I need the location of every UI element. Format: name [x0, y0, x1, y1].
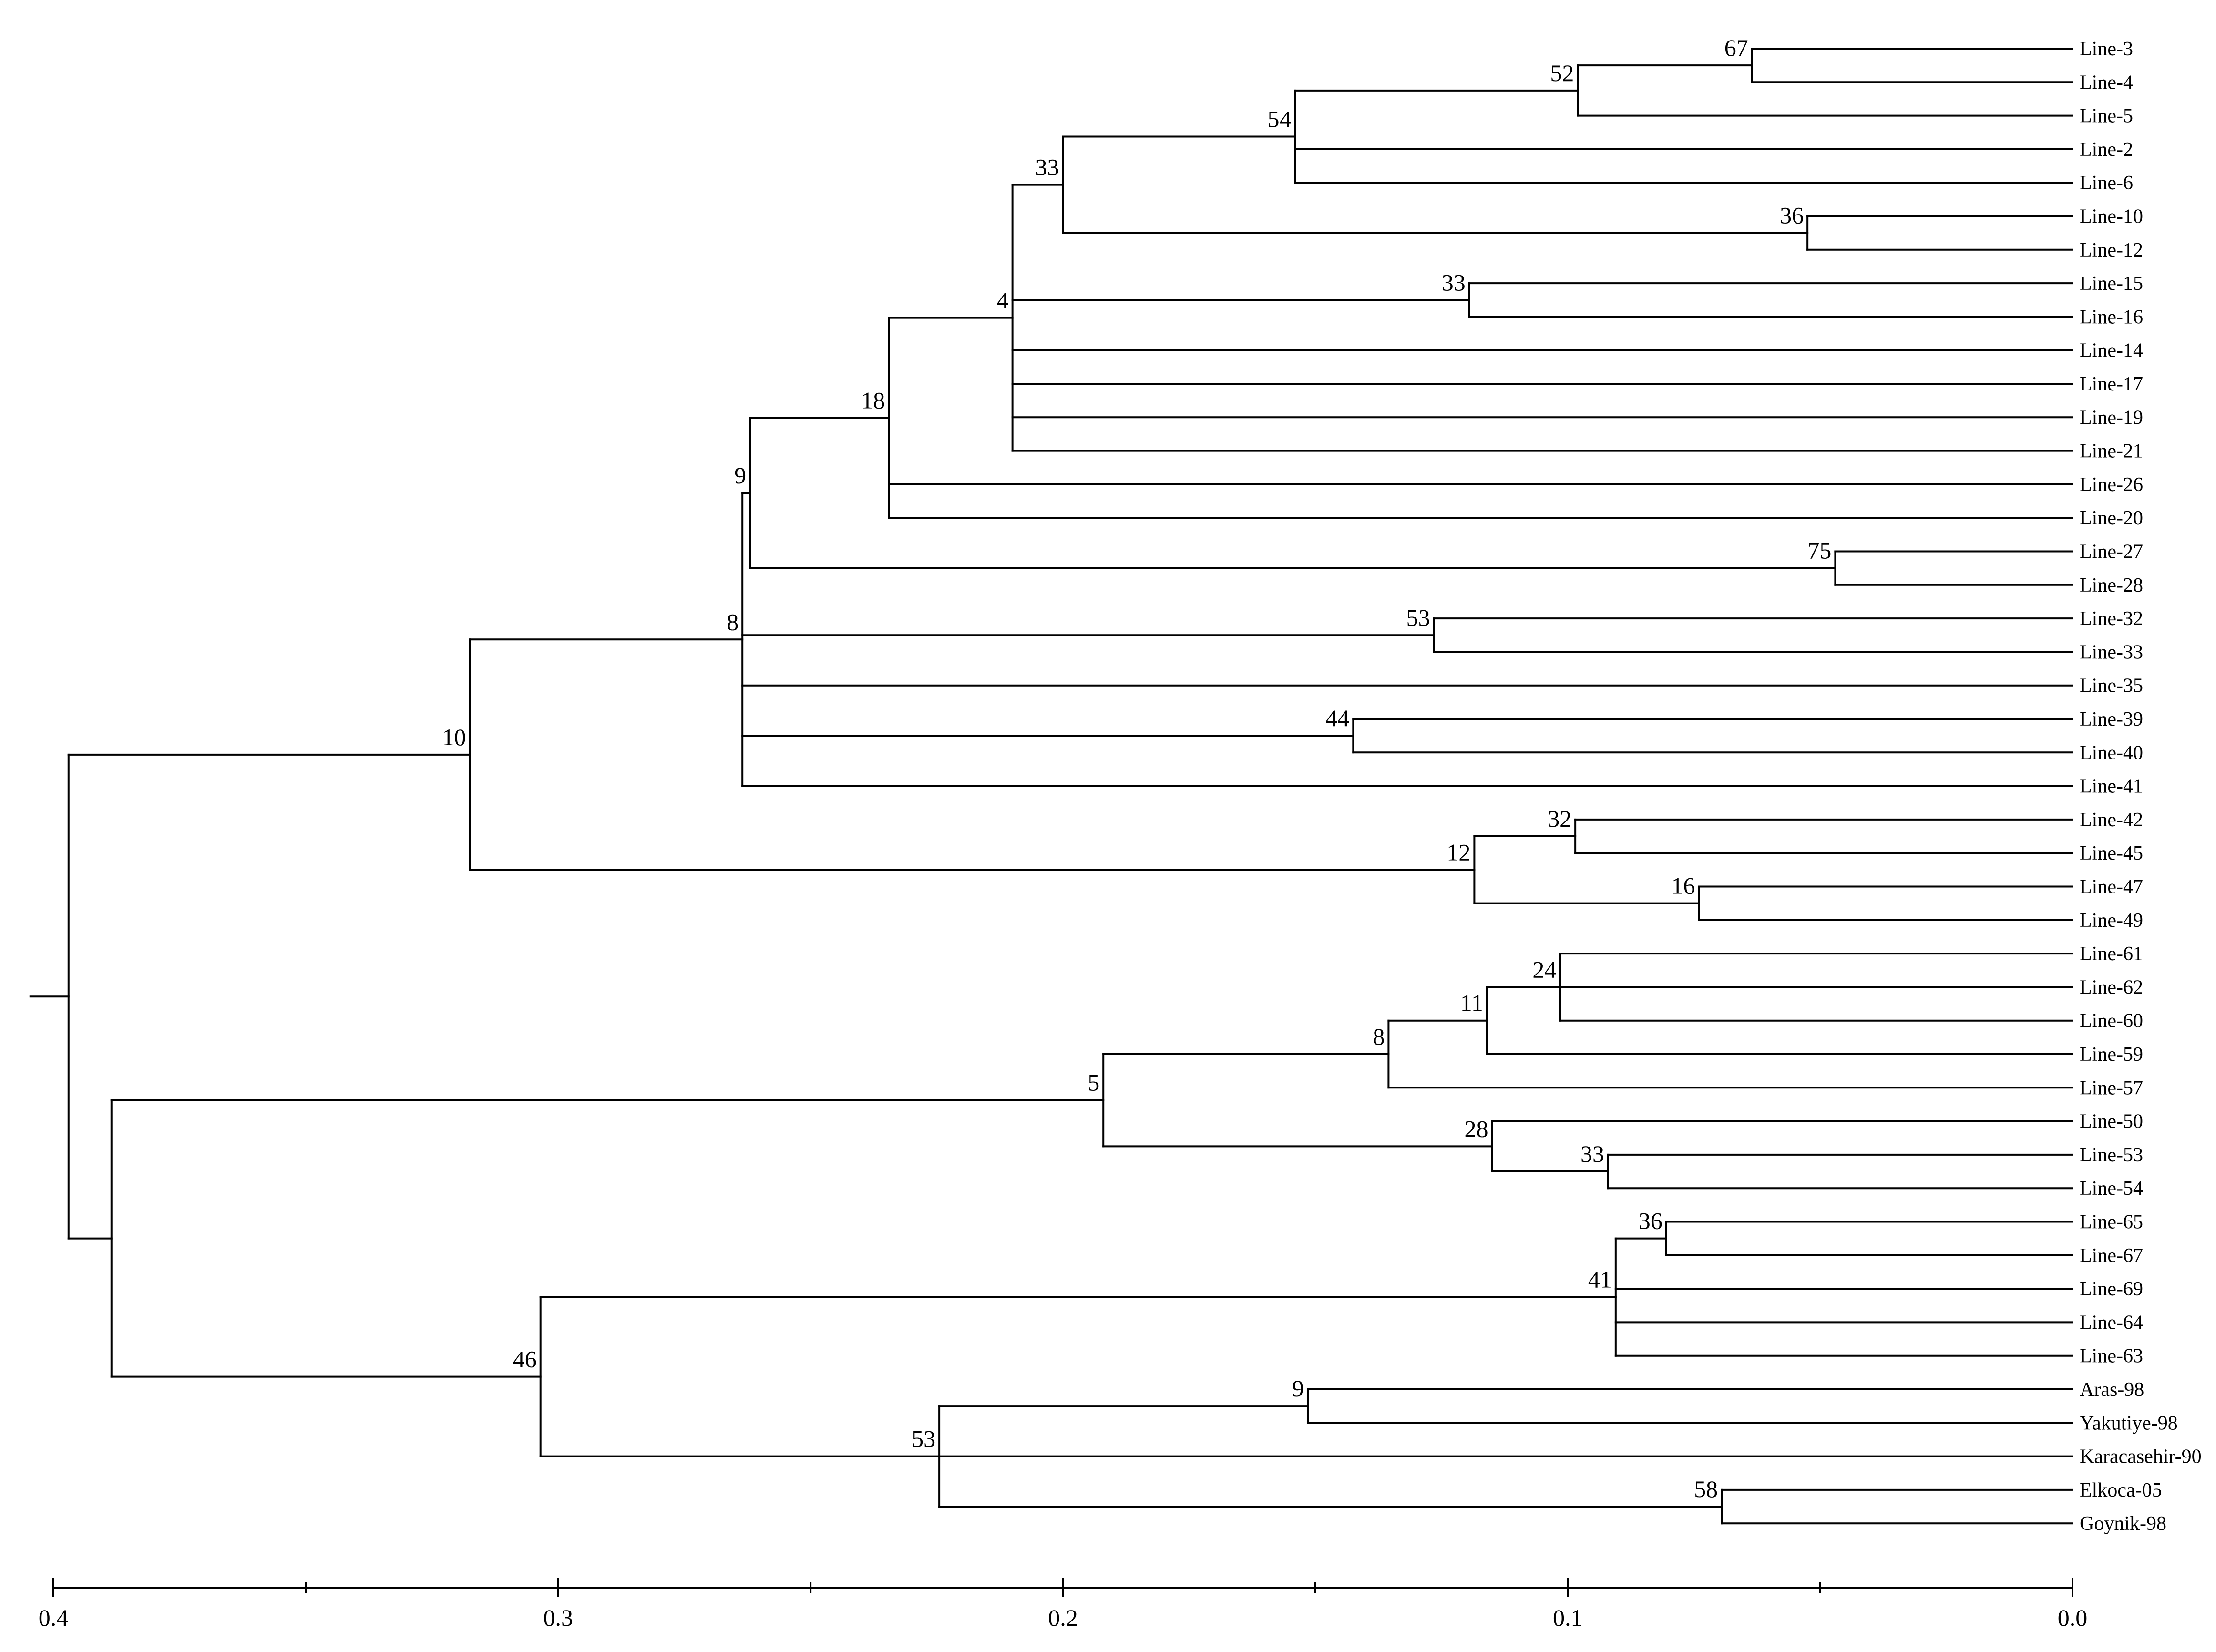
leaf-label: Line-14 — [2080, 340, 2143, 362]
leaf-label: Line-47 — [2080, 876, 2143, 898]
leaf-label: Line-21 — [2080, 441, 2143, 462]
bootstrap-value: 28 — [1464, 1115, 1488, 1142]
leaf-label: Line-15 — [2080, 273, 2143, 295]
bootstrap-value: 44 — [1325, 705, 1349, 731]
leaf-label: Line-49 — [2080, 910, 2143, 932]
leaf-label: Line-42 — [2080, 809, 2143, 831]
leaf-label: Line-61 — [2080, 943, 2143, 965]
leaf-label: Line-35 — [2080, 675, 2143, 697]
leaf-label: Line-3 — [2080, 38, 2133, 60]
leaf-label: Line-60 — [2080, 1010, 2143, 1032]
leaf-label: Line-62 — [2080, 976, 2143, 998]
bootstrap-value: 75 — [1807, 537, 1831, 564]
bootstrap-labels: 67 52 54 36 33 33 4 18 75 9 53 44 8 32 16 12 10 24 11 8 33 28… — [442, 34, 1831, 1502]
leaf-label: Line-6 — [2080, 172, 2133, 194]
leaf-label: Line-20 — [2080, 507, 2143, 529]
bootstrap-value: 33 — [1442, 269, 1466, 296]
leaf-label: Line-54 — [2080, 1178, 2143, 1200]
axis-tick-label: 0.2 — [1048, 1604, 1078, 1631]
leaf-label: Line-32 — [2080, 608, 2143, 630]
leaf-label: Yakutiye-98 — [2080, 1412, 2178, 1434]
leaf-label: Line-50 — [2080, 1111, 2143, 1133]
bootstrap-value: 53 — [912, 1426, 935, 1452]
leaf-label: Line-17 — [2080, 373, 2143, 395]
leaf-label: Line-12 — [2080, 239, 2143, 261]
leaf-label: Line-27 — [2080, 541, 2143, 563]
axis-tick-label: 0.4 — [39, 1604, 69, 1631]
leaf-label: Line-19 — [2080, 407, 2143, 429]
leaf-label: Line-39 — [2080, 708, 2143, 730]
bootstrap-value: 4 — [997, 287, 1009, 314]
axis-tick-label: 0.1 — [1553, 1604, 1583, 1631]
leaf-label: Line-28 — [2080, 575, 2143, 596]
leaf-label: Line-57 — [2080, 1077, 2143, 1099]
bootstrap-value: 11 — [1460, 990, 1483, 1016]
bootstrap-value: 10 — [442, 724, 466, 750]
leaf-label: Line-59 — [2080, 1044, 2143, 1066]
leaf-label: Line-64 — [2080, 1312, 2143, 1334]
distance-axis: 0.4 0.3 0.2 0.1 0.0 — [39, 1578, 2088, 1631]
leaf-label: Line-2 — [2080, 139, 2133, 161]
bootstrap-value: 54 — [1268, 106, 1292, 133]
leaf-label: Line-65 — [2080, 1211, 2143, 1233]
bootstrap-value: 24 — [1532, 956, 1556, 983]
leaf-label: Line-26 — [2080, 474, 2143, 496]
bootstrap-value: 33 — [1036, 154, 1059, 181]
bootstrap-value: 53 — [1406, 604, 1430, 631]
leaf-label: Line-40 — [2080, 742, 2143, 764]
bootstrap-value: 46 — [513, 1346, 537, 1373]
bootstrap-value: 32 — [1548, 805, 1571, 832]
bootstrap-value: 16 — [1672, 872, 1695, 899]
leaf-label: Line-53 — [2080, 1144, 2143, 1166]
bootstrap-value: 8 — [727, 608, 739, 635]
leaf-label: Goynik-98 — [2080, 1513, 2166, 1535]
leaf-labels: Line-3 Line-4 Line-5 Line-2 Line-6 Line-10 Lin… — [2080, 38, 2202, 1535]
bootstrap-value: 36 — [1639, 1208, 1662, 1234]
axis-tick-label: 0.3 — [544, 1604, 574, 1631]
leaf-label: Line-45 — [2080, 842, 2143, 864]
leaf-label: Line-10 — [2080, 206, 2143, 228]
bootstrap-value: 41 — [1588, 1266, 1612, 1293]
bootstrap-value: 36 — [1780, 202, 1804, 229]
bootstrap-value: 12 — [1447, 839, 1470, 865]
leaf-label: Line-41 — [2080, 776, 2143, 798]
axis-tick-label: 0.0 — [2058, 1604, 2088, 1631]
bootstrap-value: 5 — [1087, 1069, 1099, 1096]
leaf-label: Aras-98 — [2080, 1379, 2144, 1401]
bootstrap-value: 18 — [861, 387, 885, 413]
leaf-label: Line-5 — [2080, 105, 2133, 127]
leaf-label: Line-4 — [2080, 72, 2133, 93]
bootstrap-value: 67 — [1724, 34, 1748, 61]
bootstrap-value: 9 — [1292, 1375, 1304, 1402]
leaf-label: Karacasehir-90 — [2080, 1446, 2202, 1468]
leaf-label: Elkoca-05 — [2080, 1479, 2162, 1501]
bootstrap-value: 58 — [1694, 1476, 1718, 1502]
leaf-label: Line-33 — [2080, 641, 2143, 663]
leaf-label: Line-16 — [2080, 306, 2143, 328]
bootstrap-value: 8 — [1373, 1023, 1385, 1050]
leaf-label: Line-67 — [2080, 1245, 2143, 1267]
bootstrap-value: 52 — [1550, 60, 1574, 86]
branch-lines — [29, 48, 2073, 1525]
bootstrap-value: 9 — [734, 462, 746, 489]
leaf-label: Line-63 — [2080, 1345, 2143, 1367]
bootstrap-value: 33 — [1580, 1140, 1604, 1167]
leaf-label: Line-69 — [2080, 1278, 2143, 1300]
